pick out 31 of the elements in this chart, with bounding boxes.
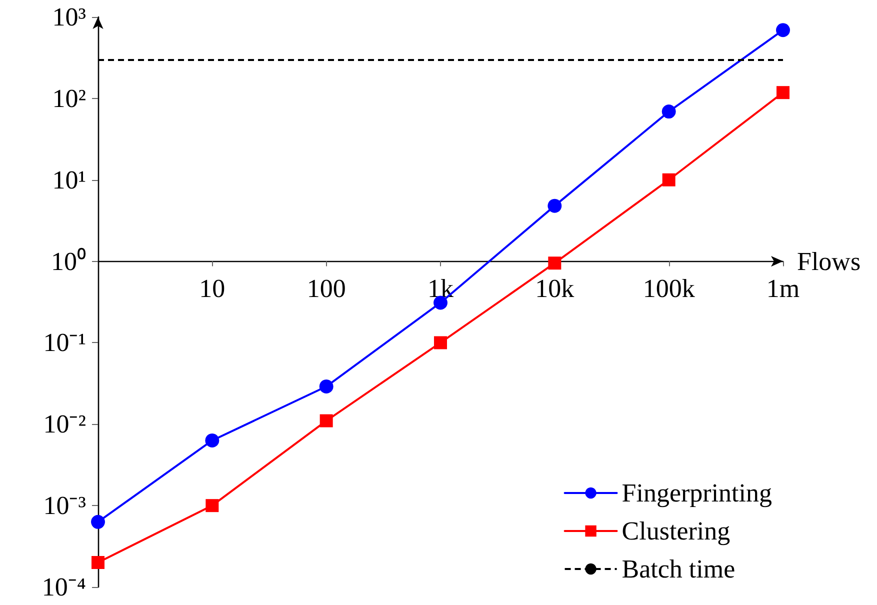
- point: [205, 433, 220, 448]
- y-tick-label: 10¹: [52, 165, 86, 194]
- x-tick-label: 1k: [428, 274, 454, 303]
- y-tick-label: 10⁰: [51, 246, 86, 276]
- point: [662, 104, 676, 119]
- y-tick-label: 10⁻⁴: [42, 572, 86, 602]
- y-tick-label: 10⁻¹: [43, 328, 86, 358]
- legend-label: Clustering: [622, 516, 730, 546]
- x-tick-label: 10: [199, 274, 226, 303]
- point: [548, 256, 562, 270]
- point: [434, 336, 447, 350]
- x-tick-label: 10k: [535, 274, 574, 303]
- legend-label: Fingerprinting: [622, 478, 772, 508]
- point: [319, 379, 334, 394]
- x-tick-label: 100k: [642, 274, 695, 303]
- point: [91, 514, 105, 529]
- legend-label: Batch time: [622, 554, 736, 584]
- point: [206, 499, 219, 512]
- x-tick-label: 100: [306, 274, 346, 303]
- x-tick-label: 1m: [766, 274, 800, 303]
- y-tick-label: 10³: [52, 2, 86, 32]
- point: [92, 556, 104, 569]
- y-tick-label: 10⁻³: [43, 491, 86, 520]
- x-axis-title: Flows: [797, 246, 861, 276]
- y-tick-label: 10⁻²: [43, 410, 86, 439]
- point: [320, 414, 333, 428]
- point: [662, 173, 676, 186]
- point: [776, 86, 790, 100]
- point: [776, 23, 790, 38]
- y-tick-label: 10²: [52, 84, 86, 113]
- point: [548, 198, 562, 213]
